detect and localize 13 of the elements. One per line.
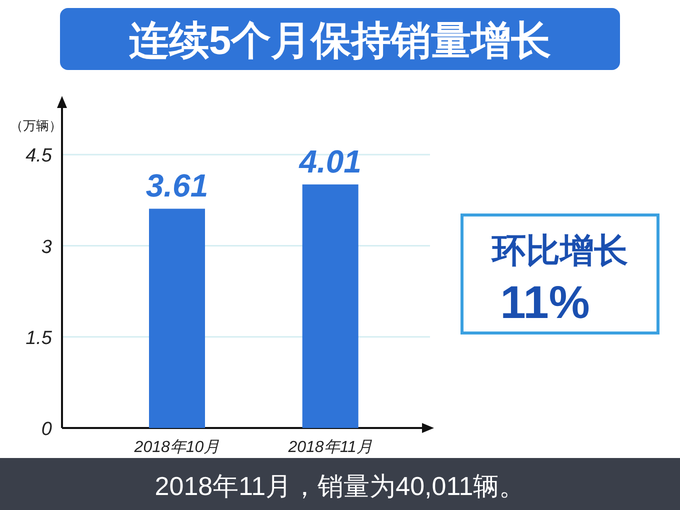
data-label: 4.01: [298, 143, 362, 180]
text: 11%: [500, 276, 590, 328]
y-axis-title: （万辆）: [10, 118, 62, 133]
chart-title: 连续5个月保持销量增长: [128, 19, 552, 63]
y-tick-label: 4.5: [26, 146, 52, 167]
y-tick-label: 3: [41, 236, 52, 258]
text: 2018年11月，销量为40,011辆。: [154, 471, 526, 501]
text: 环比增长: [490, 232, 628, 270]
y-tick-label: 1.5: [26, 328, 52, 349]
y-tick-label: 0: [41, 419, 52, 440]
x-tick-label: 2018年10月: [133, 439, 220, 456]
x-tick-label: 2018年11月: [287, 439, 372, 456]
data-label: 3.61: [146, 168, 208, 204]
